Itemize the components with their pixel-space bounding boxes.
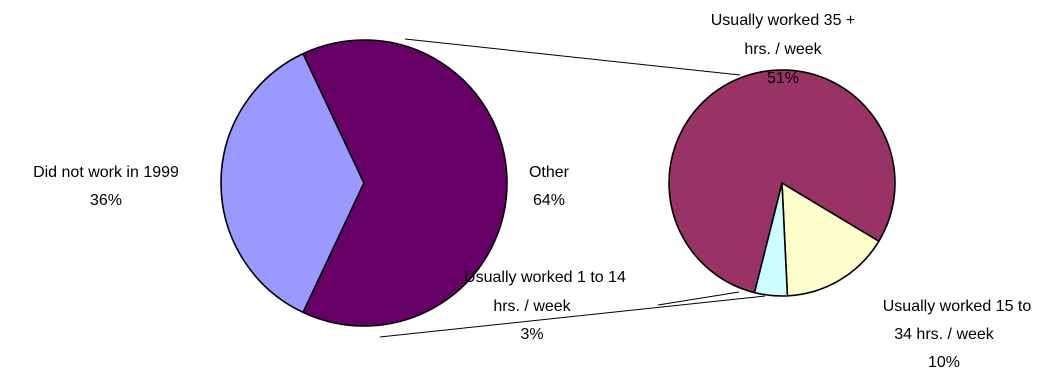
leader-line-1to14	[657, 291, 740, 306]
slice-label-1to14-line2: hrs. / week	[493, 298, 571, 315]
pie-slice-other	[302, 39, 508, 327]
slice-label-35plus-line2: hrs. / week	[744, 41, 822, 58]
main-pie	[220, 39, 508, 327]
labels: Did not work in 1999 36% Other 64% Usual…	[33, 12, 1031, 371]
slice-pct-15to34: 10%	[928, 354, 960, 371]
slice-label-35plus-line1: Usually worked 35 +	[711, 12, 856, 29]
slice-label-did-not-work: Did not work in 1999	[33, 164, 179, 181]
pie-slice-usually-worked-35-hrs-week	[668, 69, 896, 294]
slice-pct-35plus: 51%	[767, 70, 799, 87]
connector-bottom	[379, 295, 766, 338]
connector-top	[404, 38, 741, 76]
slice-pct-other: 64%	[533, 192, 565, 209]
slice-pct-did-not-work: 36%	[90, 192, 122, 209]
detail-pie	[668, 69, 896, 297]
connector-lines	[379, 38, 766, 338]
slice-label-15to34-line1: Usually worked 15 to	[883, 298, 1032, 315]
pie-slice-usually-worked-15-to-34-hrs-week	[781, 181, 880, 297]
slice-label-15to34-line2: 34 hrs. / week	[894, 326, 995, 343]
pie-slice-did-not-work-in-1999	[220, 52, 365, 314]
slice-label-other: Other	[529, 164, 570, 181]
slice-pct-1to14: 3%	[520, 326, 543, 343]
slice-label-1to14-line1: Usually worked 1 to 14	[464, 269, 626, 286]
